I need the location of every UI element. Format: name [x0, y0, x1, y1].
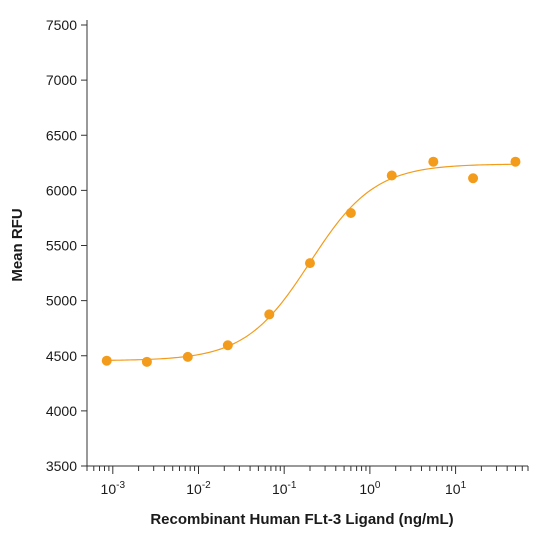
data-point [222, 340, 233, 351]
y-tick-label: 4500 [46, 348, 77, 364]
x-tick-label: 101 [445, 480, 467, 497]
x-tick-label: 10-2 [186, 480, 211, 497]
y-tick-label: 7000 [46, 72, 77, 88]
x-axis-title: Recombinant Human FLt-3 Ligand (ng/mL) [150, 511, 453, 528]
data-point [345, 207, 356, 218]
y-tick-label: 7500 [46, 17, 77, 33]
y-tick-label: 5500 [46, 238, 77, 254]
x-tick-label: 100 [359, 480, 381, 497]
data-point [141, 356, 152, 367]
axes: 3500 4000 4500 5000 5500 6000 6500 7000 7500 10-3… [46, 17, 529, 497]
y-tick-label: 5000 [46, 293, 77, 309]
x-tick-label: 10-3 [101, 480, 126, 497]
data-point [428, 156, 439, 167]
y-tick-label: 4000 [46, 403, 77, 419]
data-point [304, 258, 315, 269]
data-point [468, 173, 479, 184]
data-point [182, 351, 193, 362]
data-point [386, 170, 397, 181]
y-tick-label: 6000 [46, 182, 77, 198]
data-point [510, 156, 521, 167]
data-point [101, 355, 112, 366]
y-axis-title: Mean RFU [9, 208, 26, 281]
x-tick-label: 10-1 [272, 480, 297, 497]
data-points-layer [101, 156, 521, 367]
y-tick-label: 3500 [46, 458, 77, 474]
y-tick-label: 6500 [46, 127, 77, 143]
data-point [264, 309, 275, 320]
